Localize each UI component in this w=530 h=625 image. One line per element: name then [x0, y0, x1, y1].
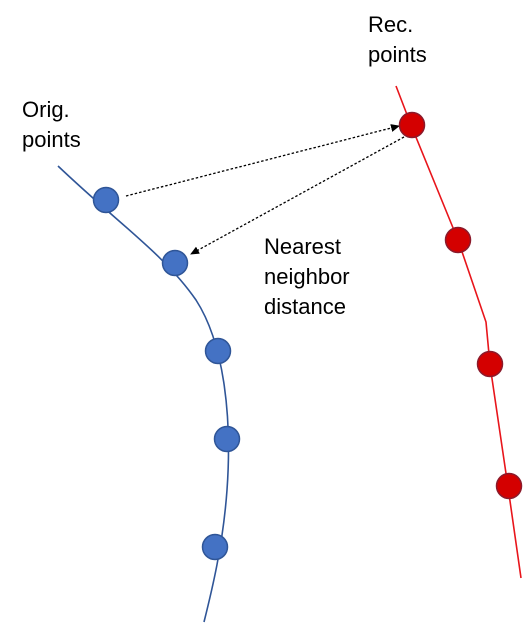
reconstructed-point: [476, 350, 504, 378]
nearest-neighbor-arrow: [190, 136, 405, 255]
original-points-label-line1: Orig.: [22, 97, 70, 122]
original-points: [92, 186, 241, 561]
nearest-neighbor-label-line1: Nearest: [264, 234, 342, 259]
original-points-label-line2: points: [22, 127, 81, 152]
nearest-neighbor-label-line3: distance: [264, 294, 346, 319]
reconstructed-points-label-line1: Rec.: [368, 12, 414, 37]
dotted-arrow-to-rec-point: [125, 124, 400, 197]
reconstructed-curve: [395, 85, 522, 579]
original-point: [213, 425, 241, 453]
reconstructed-points-label: Rec. points: [368, 10, 427, 70]
original-point: [92, 186, 120, 214]
nearest-neighbor-label-line2: neighbor: [264, 264, 350, 289]
reconstructed-point: [495, 472, 523, 500]
original-point: [204, 337, 232, 365]
nearest-neighbor-distance-label: Nearest neighbor distance: [264, 232, 350, 322]
reconstructed-points-label-line2: points: [368, 42, 427, 67]
original-points-label: Orig. points: [22, 95, 81, 155]
original-curve: [57, 165, 230, 623]
reconstructed-points: [398, 111, 523, 500]
original-point: [201, 533, 229, 561]
original-point: [161, 249, 189, 277]
reconstructed-point: [444, 226, 472, 254]
reconstructed-point: [398, 111, 426, 139]
